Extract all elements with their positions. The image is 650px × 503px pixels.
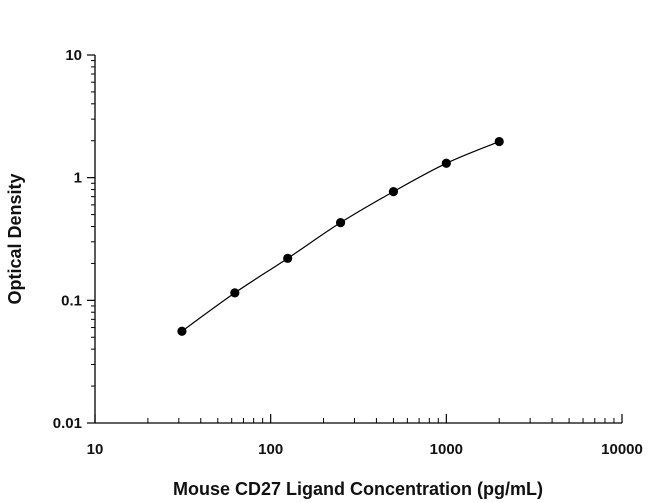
data-point [335,218,346,228]
ticks [87,54,623,424]
data-point [230,288,240,298]
data-point [494,136,504,147]
y-tick-label: 0.01 [53,415,82,432]
y-tick-label: 0.1 [61,292,82,309]
tick-labels: 0.01 0.1 1 10 10 100 1000 10000 [53,47,643,458]
y-tick-label: 10 [65,47,82,64]
x-axis-title: Mouse CD27 Ligand Concentration (pg/mL) [173,479,543,499]
x-tick-label: 1000 [430,441,463,458]
data-point [177,326,187,336]
axes [94,55,622,424]
y-tick-label: 1 [74,170,82,187]
data-point [283,253,293,263]
x-tick-label: 100 [258,441,283,458]
x-tick-label: 10 [87,441,104,458]
y-axis-title: Optical Density [5,173,25,304]
x-tick-label: 10000 [601,441,643,458]
data-point [388,186,399,197]
fit-curve [181,140,500,332]
data-point [441,158,451,168]
data-points [177,136,504,336]
